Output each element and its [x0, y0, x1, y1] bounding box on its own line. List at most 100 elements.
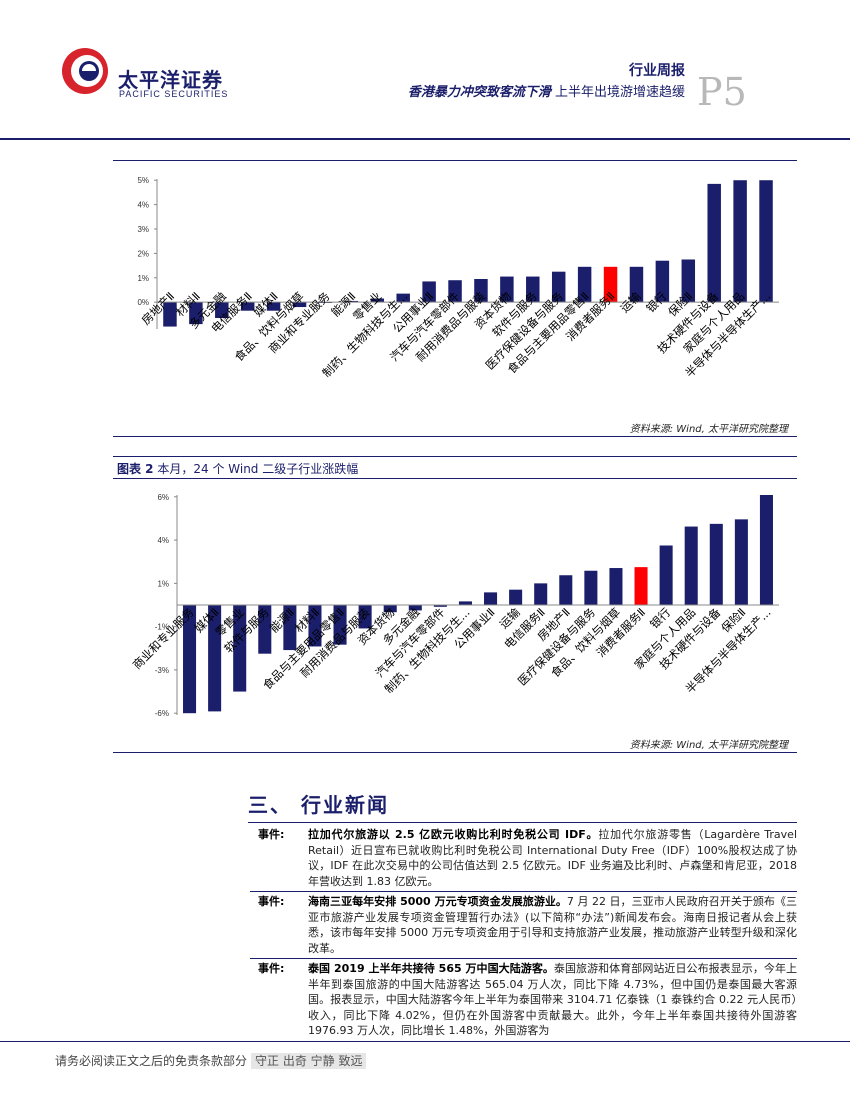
- footer-divider: [0, 1041, 850, 1042]
- y-tick-label: -3%: [155, 666, 169, 675]
- report-title: 香港暴力冲突致客流下滑 上半年出境游增速趋缓: [408, 81, 685, 100]
- bar: [659, 545, 673, 605]
- bar: [474, 279, 488, 303]
- bar: [433, 605, 447, 607]
- bar: [684, 526, 698, 605]
- brand-name-en: PACIFIC SECURITIES: [119, 89, 229, 99]
- bar: [408, 605, 422, 611]
- news-body: 海南三亚每年安排 5000 万元专项资金发展旅游业。7 月 22 日，三亚市人民…: [308, 894, 797, 956]
- bar: [308, 605, 322, 647]
- bar: [183, 605, 197, 714]
- bar: [448, 280, 462, 303]
- bar: [629, 266, 644, 303]
- news-label: 事件:: [258, 895, 285, 908]
- bar: [707, 183, 721, 303]
- bar: [292, 302, 307, 308]
- y-tick-label: -1%: [155, 623, 169, 632]
- brand-name-cn: 太平洋证券: [118, 68, 223, 92]
- news-label: 事件:: [258, 962, 285, 975]
- news-label: 事件:: [258, 828, 285, 841]
- footer-motto: 守正 出奇 宁静 致远: [251, 1053, 367, 1069]
- figure-2-title: 图表 2 本月，24 个 Wind 二级子行业涨跌幅: [117, 460, 358, 477]
- news-headline: 泰国 2019 上半年共接待 565 万中国大陆游客。: [308, 962, 554, 975]
- section-heading: 三、 行业新闻: [248, 793, 389, 817]
- news-body: 泰国 2019 上半年共接待 565 万中国大陆游客。泰国旅游和体育部网站近日公…: [308, 961, 797, 1037]
- bar: [759, 180, 773, 303]
- chart-1: 0% 1% 2% 3% 4% 5% 房地产Ⅱ 材料Ⅱ 多元金融 电信服务Ⅱ 媒体Ⅱ 食品、饮料与烟草商…: [113, 165, 797, 413]
- news-body: 拉加代尔旅游以 2.5 亿欧元收购比利时免税公司 IDF。拉加代尔旅游零售（La…: [308, 827, 797, 889]
- bar: [500, 276, 514, 303]
- figure-2-text: 本月，24 个 Wind 二级子行业涨跌幅: [157, 462, 359, 476]
- pacific-securities-logo-icon: [62, 48, 108, 94]
- bar: [358, 605, 372, 629]
- bar: [551, 271, 566, 303]
- bar: [458, 601, 472, 605]
- bar: [189, 302, 203, 325]
- chart1-top-rule: [113, 160, 797, 161]
- page-header: 太平洋证券 PACIFIC SECURITIES 行业周报 香港暴力冲突致客流下…: [0, 0, 850, 140]
- bar: [240, 302, 255, 311]
- bar: [509, 589, 523, 605]
- y-tick-label: 3%: [137, 225, 149, 234]
- bar: [266, 302, 281, 311]
- bar: [709, 523, 723, 605]
- bar: [383, 605, 397, 613]
- bar: [526, 276, 540, 303]
- figure-2-number: 图表 2: [117, 462, 154, 476]
- report-title-rest: 上半年出境游增速趋缓: [554, 85, 685, 100]
- news-row: 事件: 拉加代尔旅游以 2.5 亿欧元收购比利时免税公司 IDF。拉加代尔旅游零…: [250, 825, 797, 892]
- bar: [681, 259, 696, 303]
- header-divider: [0, 138, 850, 140]
- bar: [577, 266, 592, 303]
- chart2-title-rule: [113, 478, 797, 479]
- y-tick-label: 2%: [137, 249, 149, 258]
- news-table: 事件: 拉加代尔旅游以 2.5 亿欧元收购比利时免税公司 IDF。拉加代尔旅游零…: [250, 825, 797, 1039]
- chart1-bottom-rule: [113, 436, 797, 437]
- bar: [283, 605, 297, 651]
- news-headline: 海南三亚每年安排 5000 万元专项资金发展旅游业。: [308, 895, 567, 908]
- bar: [603, 266, 618, 303]
- y-tick-label: 6%: [157, 493, 169, 502]
- page-footer: 请务必阅读正文之后的免责条款部分 守正 出奇 宁静 致远: [55, 1052, 367, 1069]
- news-headline: 拉加代尔旅游以 2.5 亿欧元收购比利时免税公司 IDF。: [308, 828, 599, 841]
- chart-1-svg: 0%1%2%3%4%5%房地产Ⅱ材料Ⅱ多元金融电信服务Ⅱ媒体Ⅱ食品、饮料与烟草商…: [137, 176, 779, 380]
- y-tick-label: 1%: [157, 579, 169, 588]
- page-number: P5: [697, 70, 747, 114]
- bar: [609, 568, 623, 605]
- chart1-source: 资料来源: Wind, 太平洋研究院整理: [629, 424, 788, 435]
- news-row: 事件: 泰国 2019 上半年共接待 565 万中国大陆游客。泰国旅游和体育部网…: [250, 959, 797, 1039]
- bar: [215, 302, 229, 319]
- bar: [584, 570, 598, 605]
- news-text: 拉加代尔旅游零售（Lagardère Travel Retail）近日宣布已就收…: [308, 828, 797, 888]
- footer-disclaimer: 请务必阅读正文之后的免责条款部分: [55, 1054, 248, 1068]
- chart2-bottom-rule: [113, 752, 797, 753]
- bar: [534, 583, 548, 605]
- bar: [233, 605, 247, 692]
- y-tick-label: 4%: [157, 536, 169, 545]
- report-type: 行业周报: [629, 63, 685, 79]
- bar: [344, 300, 359, 303]
- bar: [370, 298, 385, 303]
- bar: [559, 575, 573, 605]
- bar: [484, 592, 498, 605]
- news-text: 泰国旅游和体育部网站近日公布报表显示，今年上半年到泰国旅游的中国大陆游客达 56…: [308, 962, 797, 1037]
- y-tick-label: 5%: [137, 176, 149, 185]
- chart2-source: 资料来源: Wind, 太平洋研究院整理: [629, 740, 788, 751]
- bar: [634, 567, 648, 605]
- bar: [208, 605, 222, 712]
- bar: [733, 180, 747, 303]
- chart-2-svg: -6%-3%-1%1%4%6%商业和专业服务媒体Ⅱ零售业软件与服务能源Ⅱ材料Ⅱ食…: [130, 493, 779, 718]
- y-tick-label: 1%: [137, 274, 149, 283]
- news-text: 7 月 22 日，三亚市人民政府召开关于颁布《三亚市旅游产业发展专项资金管理暂行…: [308, 895, 797, 955]
- bar: [759, 495, 773, 605]
- y-tick-label: -6%: [155, 709, 169, 718]
- bar: [258, 605, 272, 654]
- section-rule: [248, 822, 797, 823]
- chart2-top-rule: [113, 456, 797, 457]
- bar: [655, 260, 670, 303]
- bar: [163, 302, 177, 327]
- chart-2: -6% -3% -1% 1% 4% 6% 商业和专业服务 媒体Ⅱ 零售业 软件与服务 能源Ⅱ 材料Ⅱ 食…: [113, 482, 797, 732]
- bar: [422, 281, 436, 303]
- report-title-bold: 香港暴力冲突致客流下滑: [407, 85, 551, 100]
- y-tick-label: 4%: [137, 201, 149, 210]
